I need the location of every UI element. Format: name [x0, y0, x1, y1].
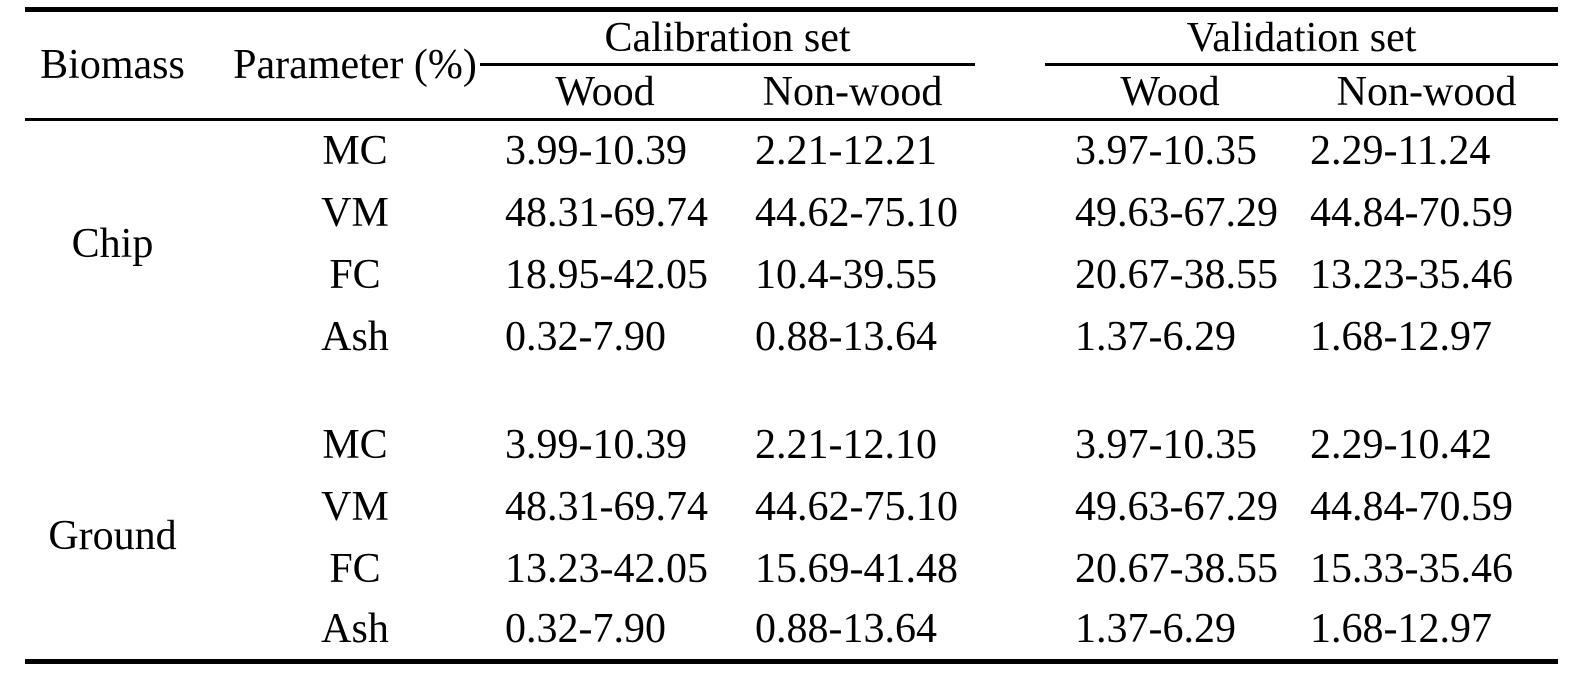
table-row: Ash 0.32-7.90 0.88-13.64 1.37-6.29 1.68-…	[25, 306, 1558, 368]
val-nonwood-range: 44.84-70.59	[1310, 483, 1513, 530]
cal-wood-range: 0.32-7.90	[505, 313, 666, 360]
header-cal-nonwood: Non-wood	[730, 64, 975, 121]
header-calibration-set: Calibration set	[480, 9, 975, 66]
gap-cell	[975, 538, 1045, 600]
val-nonwood-range: 15.33-35.46	[1310, 545, 1513, 592]
header-row-subcolumns: Wood Non-wood Wood Non-wood	[25, 64, 1559, 121]
gap-cell	[975, 182, 1045, 244]
table-row: FC 18.95-42.05 10.4-39.55 20.67-38.55 13…	[25, 244, 1558, 306]
val-wood-range: 3.97-10.35	[1075, 421, 1257, 468]
cal-nonwood-range: 44.62-75.10	[755, 189, 958, 236]
cal-wood-range: 3.99-10.39	[505, 421, 687, 468]
val-nonwood-range: 1.68-12.97	[1310, 313, 1492, 360]
cal-wood-range: 13.23-42.05	[505, 545, 708, 592]
table-row: Ash 0.32-7.90 0.88-13.64 1.37-6.29 1.68-…	[25, 600, 1558, 662]
table-body: Chip MC 3.99-10.39 2.21-12.21 3.97-10.35…	[25, 120, 1558, 662]
val-nonwood-range: 2.29-11.24	[1310, 128, 1491, 175]
cal-wood-range: 18.95-42.05	[505, 251, 708, 298]
val-wood-range: 49.63-67.29	[1075, 483, 1278, 530]
val-nonwood-range: 2.29-10.42	[1310, 421, 1492, 468]
cal-nonwood-range: 2.21-12.21	[755, 128, 937, 175]
val-wood-range: 3.97-10.35	[1075, 128, 1257, 175]
cal-nonwood-range: 44.62-75.10	[755, 483, 958, 530]
cal-nonwood-range: 10.4-39.55	[755, 251, 937, 298]
gap-cell	[975, 120, 1045, 182]
val-wood-range: 49.63-67.29	[1075, 189, 1278, 236]
cal-nonwood-range: 0.88-13.64	[755, 606, 937, 653]
parameter-label: VM	[321, 189, 389, 236]
proximate-range-table: Biomass Parameter (%) Calibration set Va…	[25, 7, 1559, 664]
spacer-row	[25, 368, 1558, 414]
header-spacer-col	[975, 9, 1045, 121]
biomass-group-label: Chip	[71, 221, 154, 268]
table-row: Chip MC 3.99-10.39 2.21-12.21 3.97-10.35…	[25, 120, 1558, 265]
table-header: Biomass Parameter (%) Calibration set Va…	[25, 9, 1559, 121]
parameter-label: Ash	[321, 606, 389, 653]
parameter-label: FC	[329, 545, 381, 592]
parameter-label: VM	[321, 483, 389, 530]
val-wood-range: 20.67-38.55	[1075, 251, 1278, 298]
val-nonwood-range: 13.23-35.46	[1310, 251, 1513, 298]
val-wood-range: 1.37-6.29	[1075, 313, 1236, 360]
gap-cell	[975, 306, 1045, 368]
gap-cell	[975, 414, 1045, 476]
val-nonwood-range: 44.84-70.59	[1310, 189, 1513, 236]
header-val-nonwood: Non-wood	[1295, 64, 1559, 121]
cal-wood-range: 48.31-69.74	[505, 483, 708, 530]
header-cal-wood: Wood	[480, 64, 730, 121]
header-parameter: Parameter (%)	[230, 9, 480, 121]
cal-wood-range: 48.31-69.74	[505, 189, 708, 236]
table-row: VM 48.31-69.74 44.62-75.10 49.63-67.29 4…	[25, 182, 1558, 244]
header-validation-set: Validation set	[1045, 9, 1559, 66]
cal-wood-range: 3.99-10.39	[505, 128, 687, 175]
gap-cell	[975, 244, 1045, 306]
gap-cell	[975, 600, 1045, 662]
parameter-label: MC	[322, 128, 388, 175]
biomass-group-label: Ground	[48, 513, 177, 560]
val-wood-range: 20.67-38.55	[1075, 545, 1278, 592]
parameter-label: Ash	[321, 313, 389, 360]
cal-wood-range: 0.32-7.90	[505, 606, 666, 653]
cal-nonwood-range: 15.69-41.48	[755, 545, 958, 592]
header-val-wood: Wood	[1045, 64, 1295, 121]
header-row-groups: Biomass Parameter (%) Calibration set Va…	[25, 9, 1559, 121]
spacer-cell	[25, 368, 1558, 414]
val-wood-range: 1.37-6.29	[1075, 606, 1236, 653]
table-row: Ground MC 3.99-10.39 2.21-12.10 3.97-10.…	[25, 414, 1558, 558]
table-row: VM 48.31-69.74 44.62-75.10 49.63-67.29 4…	[25, 476, 1558, 538]
cal-nonwood-range: 0.88-13.64	[755, 313, 937, 360]
parameter-label: MC	[322, 421, 388, 468]
table-row: FC 13.23-42.05 15.69-41.48 20.67-38.55 1…	[25, 538, 1558, 600]
cal-nonwood-range: 2.21-12.10	[755, 421, 937, 468]
parameter-label: FC	[329, 251, 381, 298]
gap-cell	[975, 476, 1045, 538]
header-biomass: Biomass	[25, 9, 230, 121]
val-nonwood-range: 1.68-12.97	[1310, 606, 1492, 653]
